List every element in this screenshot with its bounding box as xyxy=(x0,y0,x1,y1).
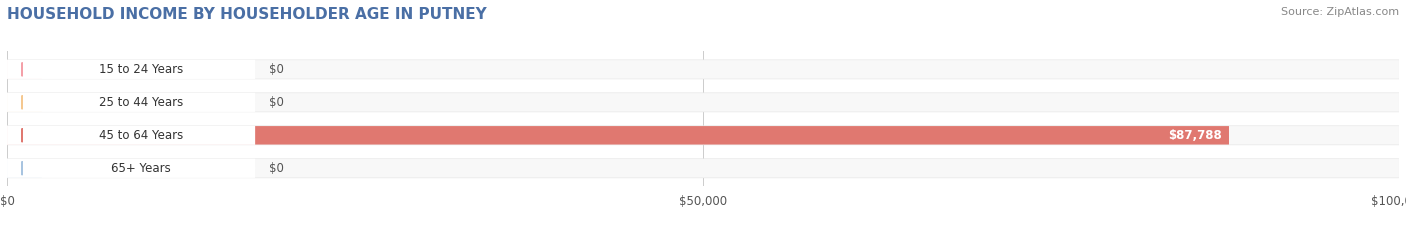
Text: 15 to 24 Years: 15 to 24 Years xyxy=(98,63,183,76)
FancyBboxPatch shape xyxy=(7,60,1399,79)
FancyBboxPatch shape xyxy=(7,93,1399,112)
FancyBboxPatch shape xyxy=(7,60,254,79)
FancyBboxPatch shape xyxy=(7,93,1399,112)
Text: 25 to 44 Years: 25 to 44 Years xyxy=(98,96,183,109)
Text: $0: $0 xyxy=(269,162,284,175)
Text: $0: $0 xyxy=(269,63,284,76)
FancyBboxPatch shape xyxy=(7,125,1399,145)
FancyBboxPatch shape xyxy=(7,59,1399,79)
Text: 45 to 64 Years: 45 to 64 Years xyxy=(98,129,183,142)
Text: $0: $0 xyxy=(269,96,284,109)
FancyBboxPatch shape xyxy=(7,158,1399,178)
FancyBboxPatch shape xyxy=(7,60,42,79)
FancyBboxPatch shape xyxy=(7,126,1399,144)
FancyBboxPatch shape xyxy=(7,126,1229,144)
Text: 65+ Years: 65+ Years xyxy=(111,162,170,175)
FancyBboxPatch shape xyxy=(7,126,254,145)
FancyBboxPatch shape xyxy=(7,93,254,112)
FancyBboxPatch shape xyxy=(7,93,42,112)
FancyBboxPatch shape xyxy=(7,159,254,178)
FancyBboxPatch shape xyxy=(7,159,1399,178)
Text: $87,788: $87,788 xyxy=(1168,129,1222,142)
Text: Source: ZipAtlas.com: Source: ZipAtlas.com xyxy=(1281,7,1399,17)
Text: HOUSEHOLD INCOME BY HOUSEHOLDER AGE IN PUTNEY: HOUSEHOLD INCOME BY HOUSEHOLDER AGE IN P… xyxy=(7,7,486,22)
FancyBboxPatch shape xyxy=(7,159,42,178)
